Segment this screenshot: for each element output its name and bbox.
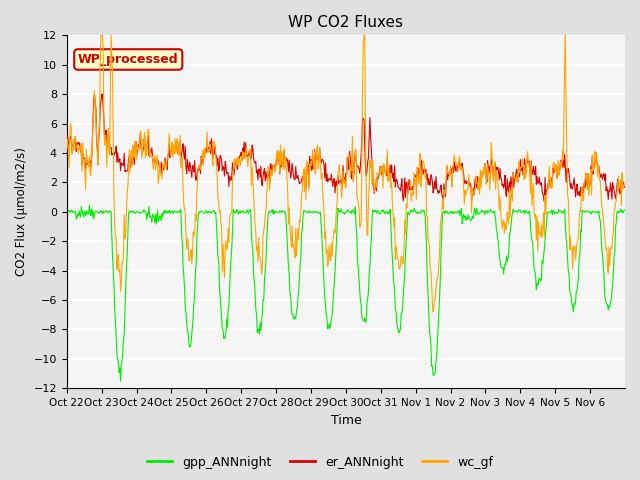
wc_gf: [97, 33, 105, 38]
wc_gf: [232, 157, 239, 163]
X-axis label: Time: Time: [330, 414, 361, 427]
er_ANNnight: [129, 152, 137, 157]
er_ANNnight: [63, 148, 70, 154]
wc_gf: [429, 309, 437, 314]
gpp_ANNnight: [63, 208, 70, 214]
Line: er_ANNnight: er_ANNnight: [67, 94, 624, 202]
Title: WP CO2 Fluxes: WP CO2 Fluxes: [289, 15, 403, 30]
Legend: gpp_ANNnight, er_ANNnight, wc_gf: gpp_ANNnight, er_ANNnight, wc_gf: [142, 451, 498, 474]
er_ANNnight: [280, 148, 288, 154]
Y-axis label: CO2 Flux (μmol/m2/s): CO2 Flux (μmol/m2/s): [15, 147, 28, 276]
Line: gpp_ANNnight: gpp_ANNnight: [67, 205, 624, 381]
wc_gf: [620, 183, 628, 189]
wc_gf: [280, 145, 288, 151]
Line: wc_gf: wc_gf: [67, 36, 624, 312]
gpp_ANNnight: [260, 298, 268, 303]
wc_gf: [63, 144, 70, 150]
er_ANNnight: [259, 173, 267, 179]
wc_gf: [404, 190, 412, 196]
gpp_ANNnight: [86, 202, 93, 208]
Text: WP_processed: WP_processed: [78, 53, 179, 66]
gpp_ANNnight: [281, 210, 289, 216]
gpp_ANNnight: [620, 207, 628, 213]
gpp_ANNnight: [404, 209, 412, 215]
er_ANNnight: [620, 185, 628, 191]
wc_gf: [259, 233, 267, 239]
gpp_ANNnight: [232, 210, 240, 216]
er_ANNnight: [540, 199, 548, 204]
er_ANNnight: [435, 188, 443, 194]
wc_gf: [436, 247, 444, 253]
gpp_ANNnight: [116, 378, 124, 384]
er_ANNnight: [90, 91, 98, 97]
gpp_ANNnight: [130, 210, 138, 216]
er_ANNnight: [404, 192, 412, 197]
er_ANNnight: [232, 158, 239, 164]
wc_gf: [129, 142, 137, 148]
gpp_ANNnight: [436, 293, 444, 299]
